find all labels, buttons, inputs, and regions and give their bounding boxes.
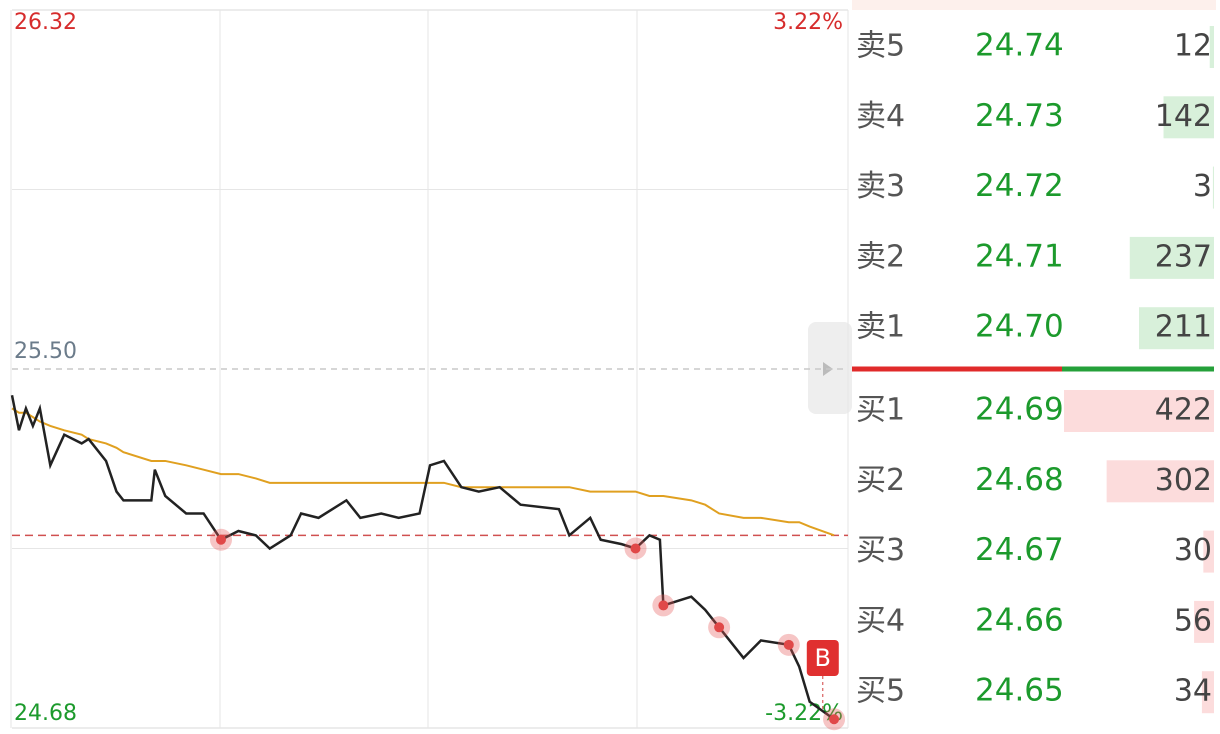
volume-bar [1163, 96, 1214, 139]
level-label: 买4 [856, 603, 905, 638]
level-price: 24.66 [975, 602, 1064, 638]
level-price: 24.73 [975, 98, 1064, 134]
level-price: 24.67 [975, 532, 1064, 568]
level-price: 24.71 [975, 238, 1064, 274]
y2-tick-label: 3.22% [773, 10, 843, 35]
signal-dot [829, 714, 840, 725]
y-tick-label: 26.32 [14, 10, 77, 35]
signal-dot [630, 543, 641, 554]
y-tick-label: 24.68 [14, 701, 77, 726]
badge-label: B [815, 644, 831, 672]
badge-box [806, 640, 839, 676]
level-label: 买1 [856, 393, 905, 428]
level-volume: 237 [1155, 239, 1212, 274]
level-volume: 56 [1174, 603, 1212, 638]
level-volume: 34 [1174, 674, 1212, 709]
signal-dot [216, 534, 226, 545]
top-strip [852, 0, 1216, 10]
level-volume: 3 [1193, 169, 1212, 204]
level-volume: 302 [1155, 463, 1212, 498]
signal-dot [714, 622, 725, 633]
level-price: 24.68 [975, 462, 1064, 498]
level-label: 买2 [856, 463, 905, 498]
level-label: 买3 [856, 533, 905, 568]
level-volume: 12 [1174, 29, 1212, 64]
volume-bar [1209, 26, 1214, 68]
volume-bar [1129, 236, 1214, 279]
signal-dot [658, 600, 669, 611]
series-line [10, 395, 835, 721]
level-volume: 211 [1155, 310, 1212, 345]
series-line [11, 407, 835, 537]
level-label: 卖3 [856, 169, 905, 204]
volume-bar [1201, 671, 1214, 714]
volume-bar [1194, 600, 1214, 643]
level-label: 卖1 [856, 310, 905, 345]
level-price: 24.69 [975, 392, 1064, 428]
level-label: 卖4 [856, 99, 905, 134]
level-price: 24.70 [975, 309, 1064, 345]
volume-bar [1064, 390, 1214, 432]
level-volume: 142 [1155, 99, 1212, 134]
volume-bar [1203, 530, 1214, 573]
level-price: 24.72 [975, 168, 1064, 204]
level-volume: 30 [1174, 533, 1212, 568]
level-price: 24.74 [975, 28, 1064, 64]
level-label: 卖2 [856, 239, 905, 274]
signal-dot [783, 639, 794, 650]
level-label: 卖5 [856, 29, 905, 64]
level-price: 24.65 [975, 673, 1064, 709]
volume-bar [1139, 307, 1214, 350]
level-volume: 422 [1155, 393, 1212, 428]
y-tick-label: 25.50 [14, 339, 77, 364]
volume-bar [1212, 166, 1214, 209]
level-label: 买5 [856, 674, 905, 709]
volume-bar [1106, 460, 1214, 503]
